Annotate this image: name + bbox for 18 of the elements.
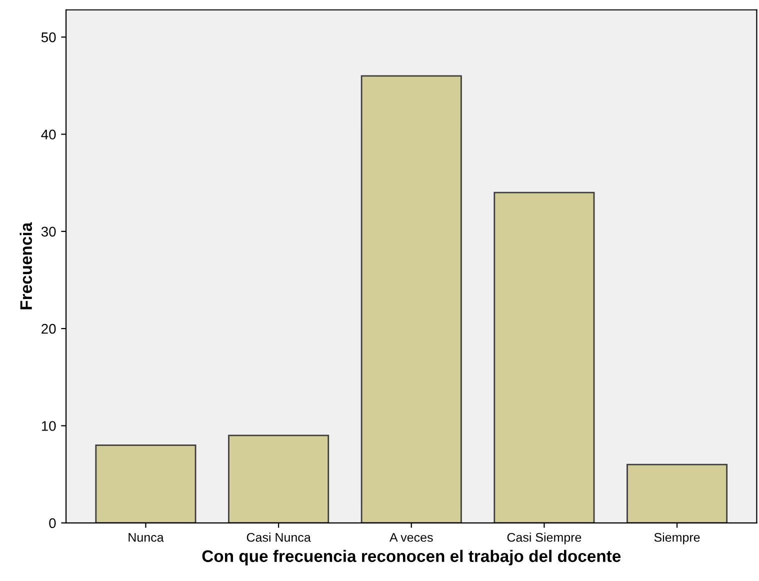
bar xyxy=(494,192,595,523)
y-tick-label: 20 xyxy=(42,324,56,334)
y-tick-label: 50 xyxy=(41,32,56,42)
y-tick-label: 40 xyxy=(41,130,56,140)
bar xyxy=(360,75,462,523)
x-axis-title: Con que frecuencia reconocen el trabajo del docente xyxy=(202,550,621,566)
x-tick-label: Casi Nunca xyxy=(246,532,311,542)
bar xyxy=(626,464,728,523)
y-axis-title: Frecuencia xyxy=(20,222,32,310)
y-tick-label: 0 xyxy=(49,518,56,528)
bar xyxy=(228,434,330,523)
x-tick-label: Casi Siempre xyxy=(507,532,582,544)
x-tick-label: Nunca xyxy=(128,533,164,542)
x-tick-label: A veces xyxy=(390,533,433,542)
y-tick-label: 10 xyxy=(42,421,56,431)
bar xyxy=(95,444,196,523)
x-tick-label: Siempre xyxy=(654,532,700,544)
y-tick-label: 30 xyxy=(41,226,56,237)
